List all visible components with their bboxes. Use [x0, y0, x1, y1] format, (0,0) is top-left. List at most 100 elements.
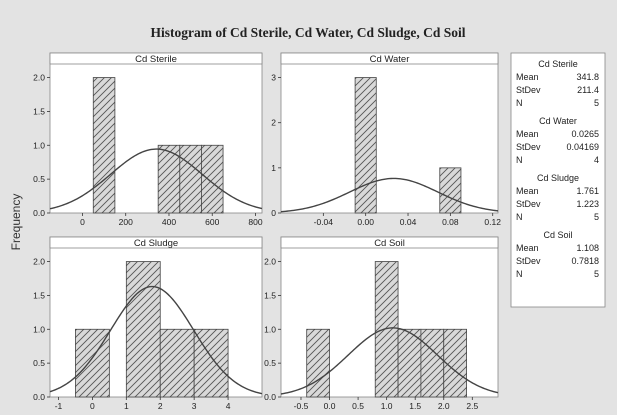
legend-box: [510, 52, 606, 308]
legend-stat-value: 4: [594, 155, 599, 165]
x-tick-label: 800: [248, 217, 262, 227]
y-tick-label: 0.5: [33, 174, 45, 184]
legend-stat-label: N: [516, 155, 523, 165]
x-tick-label: 2.5: [466, 401, 478, 411]
legend-stat-label: StDev: [516, 142, 541, 152]
y-tick-label: 0.0: [33, 392, 45, 402]
histogram-bar-cd-soil-1: [306, 328, 330, 398]
y-axis-label: Frequency: [9, 194, 23, 251]
plot-area: [280, 52, 499, 214]
y-tick-label: 2: [271, 118, 276, 128]
x-tick-label: 0: [90, 401, 95, 411]
normal-fit-curve-cd-soil: [280, 327, 499, 395]
legend-stat-value: 5: [594, 212, 599, 222]
x-tick-label: -0.04: [314, 217, 334, 227]
x-tick-label: 2.0: [438, 401, 450, 411]
histogram-bar-cd-soil-2: [374, 261, 399, 398]
y-tick-label: 1.5: [264, 290, 276, 300]
y-tick-label: 0.5: [33, 358, 45, 368]
histogram-bar-cd-sludge-2: [125, 261, 161, 398]
x-tick-label: 0.00: [357, 217, 374, 227]
histogram-bar-cd-soil-5: [443, 328, 467, 398]
x-tick-label: -1: [55, 401, 63, 411]
legend-stat-label: N: [516, 98, 523, 108]
panel-cd-water: Cd Water 0 1 2 3 -0.04 0.00 0.04 0.08 0.12: [271, 52, 501, 227]
legend-stat-label: StDev: [516, 199, 541, 209]
panel-title: Cd Sludge: [134, 238, 178, 249]
normal-fit-curve-cd-water: [280, 177, 499, 213]
x-tick-label: 1.5: [409, 401, 421, 411]
y-tick-label: 2.0: [264, 257, 276, 267]
x-tick-label: 0.12: [484, 217, 501, 227]
normal-fit-curve-cd-sterile: [49, 148, 263, 210]
legend-group-title: Cd Water: [539, 116, 577, 126]
normal-fit-curve-cd-sludge: [49, 285, 263, 395]
panel-title: Cd Water: [370, 54, 410, 65]
x-tick-label: 0: [80, 217, 85, 227]
panel-title-strip: [280, 52, 499, 65]
y-tick-label: 0.0: [264, 392, 276, 402]
legend-stat-value: 341.8: [576, 72, 599, 82]
x-tick-label: 1.0: [381, 401, 393, 411]
x-tick-label: 0.08: [442, 217, 459, 227]
legend-stat-value: 5: [594, 98, 599, 108]
legend-stat-label: StDev: [516, 85, 541, 95]
x-tick-label: 400: [162, 217, 176, 227]
x-tick-label: 0.04: [400, 217, 417, 227]
legend-stat-label: N: [516, 212, 523, 222]
legend-stat-value: 0.0265: [571, 129, 599, 139]
histogram-bar-cd-soil-4: [420, 328, 445, 398]
legend-stat-label: Mean: [516, 72, 539, 82]
y-tick-label: 3: [271, 73, 276, 83]
legend-stat-value: 1.108: [576, 243, 599, 253]
y-tick-label: 2.0: [33, 73, 45, 83]
x-tick-label: 0.5: [352, 401, 364, 411]
panel-title: Cd Sterile: [135, 54, 177, 65]
x-tick-label: 200: [119, 217, 133, 227]
y-tick-label: 1.0: [33, 324, 45, 334]
y-tick-label: 2.0: [33, 257, 45, 267]
legend-group-cd-sterile: Cd Sterile Mean 341.8 StDev 211.4 N 5: [516, 59, 599, 108]
legend-stat-label: StDev: [516, 256, 541, 266]
legend-group-title: Cd Soil: [543, 230, 572, 240]
legend-group-title: Cd Sludge: [537, 173, 579, 183]
y-tick-label: 1.0: [264, 324, 276, 334]
plot-area: [49, 52, 263, 214]
panel-title-strip: [49, 52, 263, 65]
legend-group-cd-soil: Cd Soil Mean 1.108 StDev 0.7818 N 5: [516, 230, 599, 279]
legend-stat-value: 5: [594, 269, 599, 279]
panel-cd-soil: Cd Soil 0.0 0.5 1.0 1.5 2.0 -0.5 0.0 0.5 1.0 1.5 2.…: [264, 236, 499, 411]
panel-title: Cd Soil: [374, 238, 405, 249]
legend-stat-value: 0.04169: [566, 142, 599, 152]
legend-stat-value: 1.223: [576, 199, 599, 209]
y-tick-label: 1.5: [33, 290, 45, 300]
panel-title-strip: [49, 236, 263, 249]
y-tick-label: 1.0: [33, 140, 45, 150]
legend-group-cd-sludge: Cd Sludge Mean 1.761 StDev 1.223 N 5: [516, 173, 599, 222]
legend-stat-value: 1.761: [576, 186, 599, 196]
x-tick-label: 2: [158, 401, 163, 411]
legend-stat-label: N: [516, 269, 523, 279]
histogram-bar-cd-sterile-3: [179, 144, 202, 214]
figure-title: Histogram of Cd Sterile, Cd Water, Cd Sl…: [150, 25, 465, 40]
x-tick-label: 3: [192, 401, 197, 411]
histogram-bar-cd-water-1: [354, 77, 377, 214]
legend-stat-value: 211.4: [577, 85, 599, 95]
legend-stat-label: Mean: [516, 129, 539, 139]
panel-cd-sterile: Cd Sterile 0.0 0.5 1.0 1.5 2.0 0 200 400 600 800: [33, 52, 263, 227]
panel-cd-sludge: Cd Sludge 0.0 0.5 1.0 1.5 2.0 -1 0 1 2 3 4: [33, 236, 263, 411]
legend-stat-label: Mean: [516, 243, 539, 253]
histogram-bar-cd-sterile-4: [201, 144, 224, 214]
y-tick-label: 0: [271, 208, 276, 218]
histogram-bar-cd-water-2: [439, 167, 462, 214]
histogram-bar-cd-sludge-3: [159, 328, 195, 398]
x-tick-label: -0.5: [294, 401, 309, 411]
legend-stat-label: Mean: [516, 186, 539, 196]
histogram-bar-cd-soil-3: [397, 328, 422, 398]
x-tick-label: 600: [205, 217, 219, 227]
y-tick-label: 1: [271, 163, 276, 173]
histogram-bar-cd-sterile-1: [92, 77, 116, 214]
y-tick-label: 0.0: [33, 208, 45, 218]
